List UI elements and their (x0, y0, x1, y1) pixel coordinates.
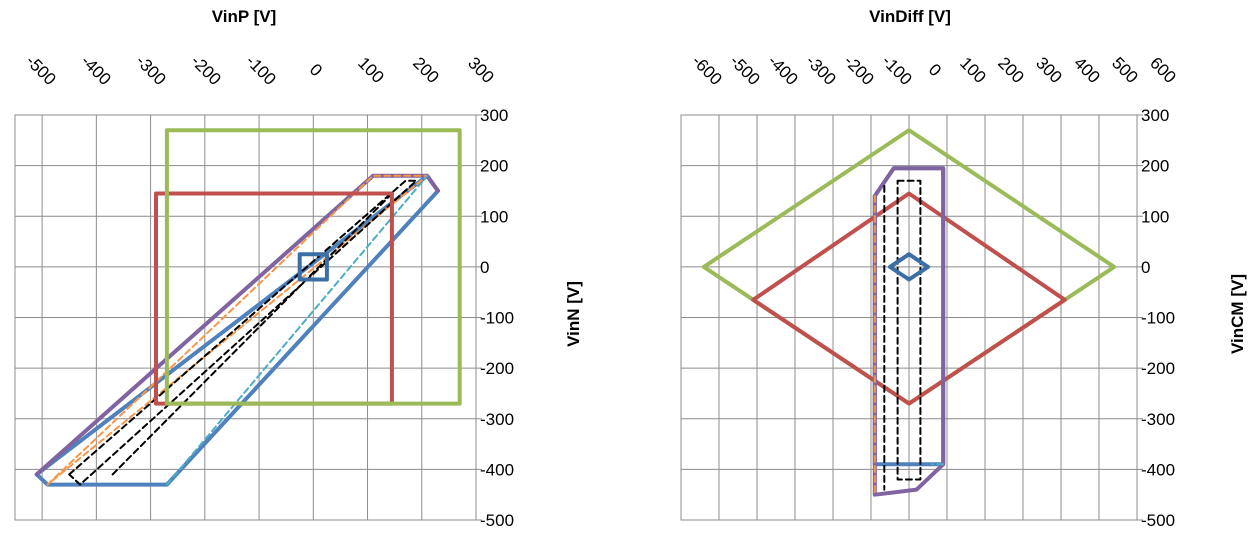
series-5-line (111, 189, 396, 476)
y-tick-label: 300 (480, 106, 508, 125)
y-tick-label: -300 (480, 410, 514, 429)
y-tick-label: -400 (480, 460, 514, 479)
y-axis-title: VinCM [V] (1228, 274, 1247, 354)
y-tick-label: -400 (1141, 460, 1175, 479)
x-tick-label: -200 (187, 51, 224, 88)
y-tick-label: 100 (1141, 207, 1169, 226)
x-tick-label: 100 (354, 53, 387, 86)
x-tick-label: -200 (840, 51, 877, 88)
y-tick-label: 0 (1141, 258, 1150, 277)
x-axis-title: VinDiff [V] (869, 7, 951, 26)
y-tick-label: 100 (480, 207, 508, 226)
y-tick-label: -300 (1141, 410, 1175, 429)
y-axis-title: VinN [V] (564, 281, 583, 347)
y-tick-label: -200 (480, 359, 514, 378)
x-tick-label: 0 (306, 60, 326, 80)
y-tick-label: 0 (480, 258, 489, 277)
x-tick-label: 0 (925, 60, 945, 80)
x-axis-title: VinP [V] (212, 7, 277, 26)
series-1-line (751, 191, 1067, 406)
x-tick-label: -100 (242, 51, 279, 88)
series-3-line (165, 174, 429, 486)
y-tick-label: 200 (480, 157, 508, 176)
y-tick-label: -100 (1141, 309, 1175, 328)
x-tick-label: 300 (1032, 53, 1065, 86)
series-6-line (896, 179, 922, 481)
x-tick-label: 400 (1070, 53, 1103, 86)
y-tick-label: -500 (1141, 511, 1175, 530)
y-tick-label: -200 (1141, 359, 1175, 378)
series-6-line (154, 191, 394, 406)
x-tick-label: 200 (994, 53, 1027, 86)
series-8-line (888, 252, 930, 282)
x-tick-label: 500 (1108, 53, 1141, 86)
x-tick-label: 300 (464, 53, 497, 86)
x-tick-label: -400 (764, 51, 801, 88)
x-tick-label: -400 (77, 51, 114, 88)
x-tick-label: -500 (726, 51, 763, 88)
x-tick-label: -300 (802, 51, 839, 88)
y-tick-label: -500 (480, 511, 514, 530)
x-tick-label: 600 (1146, 53, 1179, 86)
x-tick-label: 200 (409, 53, 442, 86)
series-2-line (46, 174, 429, 486)
x-tick-label: -500 (22, 51, 59, 88)
series-7-line (164, 128, 462, 406)
x-tick-label: -600 (688, 51, 725, 88)
y-tick-label: -100 (480, 309, 514, 328)
x-tick-label: -100 (878, 51, 915, 88)
x-tick-label: -300 (132, 51, 169, 88)
y-tick-label: 300 (1141, 106, 1169, 125)
series-4-line (68, 179, 418, 486)
series-8-line (297, 252, 329, 282)
chart-vindiff-vincm: VinDiff [V] VinCM [V] 3002001000-100-200… (680, 7, 1247, 530)
y-tick-label: 200 (1141, 157, 1169, 176)
chart-vinp-vinn: VinP [V] VinN [V] 300 200 100 0 -100 -200 -300… (14, 7, 583, 530)
x-tick-label: 100 (956, 53, 989, 86)
series-0-line (34, 173, 440, 487)
